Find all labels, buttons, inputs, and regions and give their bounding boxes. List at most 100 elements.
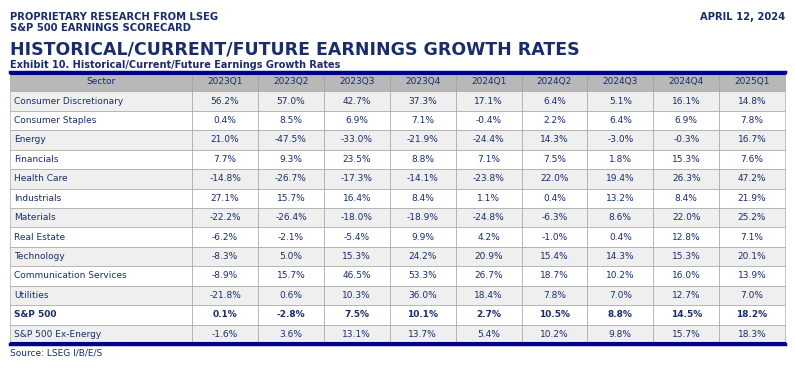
Text: 0.4%: 0.4%: [609, 233, 632, 242]
Bar: [719, 91, 785, 111]
Text: 7.0%: 7.0%: [741, 291, 763, 300]
Bar: [456, 305, 522, 324]
Bar: [192, 111, 258, 130]
Bar: [192, 286, 258, 305]
Text: 6.4%: 6.4%: [543, 97, 566, 106]
Text: 0.6%: 0.6%: [279, 291, 302, 300]
Bar: [192, 91, 258, 111]
Text: 14.8%: 14.8%: [738, 97, 766, 106]
Text: -22.2%: -22.2%: [209, 213, 241, 222]
Bar: [588, 305, 653, 324]
Bar: [522, 72, 588, 91]
Bar: [653, 286, 719, 305]
Bar: [324, 266, 390, 286]
Bar: [192, 208, 258, 228]
Text: 8.6%: 8.6%: [609, 213, 632, 222]
Bar: [719, 189, 785, 208]
Text: PROPRIETARY RESEARCH FROM LSEG: PROPRIETARY RESEARCH FROM LSEG: [10, 12, 218, 22]
Bar: [719, 130, 785, 150]
Text: 13.1%: 13.1%: [343, 330, 371, 339]
Bar: [192, 247, 258, 266]
Text: -2.8%: -2.8%: [277, 310, 305, 319]
Bar: [456, 247, 522, 266]
Bar: [390, 169, 456, 189]
Text: -14.8%: -14.8%: [209, 174, 241, 184]
Bar: [10, 111, 192, 130]
Bar: [10, 305, 192, 324]
Bar: [390, 228, 456, 247]
Bar: [719, 72, 785, 91]
Text: -0.4%: -0.4%: [475, 116, 502, 125]
Bar: [719, 228, 785, 247]
Text: -0.3%: -0.3%: [673, 135, 700, 145]
Text: -21.9%: -21.9%: [407, 135, 439, 145]
Bar: [10, 91, 192, 111]
Text: 14.3%: 14.3%: [606, 252, 634, 261]
Text: 15.3%: 15.3%: [672, 252, 700, 261]
Text: 1.1%: 1.1%: [477, 194, 500, 203]
Bar: [324, 130, 390, 150]
Text: Energy: Energy: [14, 135, 46, 145]
Text: -2.1%: -2.1%: [278, 233, 304, 242]
Bar: [324, 189, 390, 208]
Bar: [522, 324, 588, 344]
Bar: [10, 324, 192, 344]
Text: -1.6%: -1.6%: [212, 330, 238, 339]
Bar: [258, 266, 324, 286]
Bar: [522, 189, 588, 208]
Text: 13.9%: 13.9%: [738, 272, 766, 280]
Text: 2024Q1: 2024Q1: [471, 77, 506, 86]
Bar: [192, 150, 258, 169]
Text: HISTORICAL/CURRENT/FUTURE EARNINGS GROWTH RATES: HISTORICAL/CURRENT/FUTURE EARNINGS GROWT…: [10, 40, 580, 58]
Text: -33.0%: -33.0%: [341, 135, 373, 145]
Text: -8.9%: -8.9%: [212, 272, 238, 280]
Bar: [588, 247, 653, 266]
Bar: [258, 111, 324, 130]
Text: 5.4%: 5.4%: [477, 330, 500, 339]
Bar: [324, 228, 390, 247]
Bar: [588, 91, 653, 111]
Text: 2024Q2: 2024Q2: [537, 77, 572, 86]
Bar: [324, 286, 390, 305]
Bar: [258, 324, 324, 344]
Bar: [653, 305, 719, 324]
Text: 24.2%: 24.2%: [409, 252, 437, 261]
Text: -17.3%: -17.3%: [341, 174, 373, 184]
Text: -21.8%: -21.8%: [209, 291, 241, 300]
Bar: [719, 305, 785, 324]
Bar: [390, 150, 456, 169]
Bar: [390, 189, 456, 208]
Bar: [653, 169, 719, 189]
Text: 19.4%: 19.4%: [606, 174, 634, 184]
Bar: [588, 208, 653, 228]
Bar: [390, 130, 456, 150]
Bar: [719, 286, 785, 305]
Text: Health Care: Health Care: [14, 174, 68, 184]
Text: Materials: Materials: [14, 213, 56, 222]
Text: 16.4%: 16.4%: [343, 194, 371, 203]
Bar: [719, 208, 785, 228]
Text: 2023Q4: 2023Q4: [405, 77, 440, 86]
Text: Real Estate: Real Estate: [14, 233, 65, 242]
Text: 12.7%: 12.7%: [672, 291, 700, 300]
Text: 3.6%: 3.6%: [279, 330, 302, 339]
Bar: [258, 286, 324, 305]
Text: Consumer Staples: Consumer Staples: [14, 116, 96, 125]
Text: -18.9%: -18.9%: [407, 213, 439, 222]
Bar: [456, 111, 522, 130]
Bar: [653, 189, 719, 208]
Text: 2024Q4: 2024Q4: [669, 77, 704, 86]
Text: 7.5%: 7.5%: [344, 310, 370, 319]
Bar: [10, 189, 192, 208]
Text: 13.7%: 13.7%: [409, 330, 437, 339]
Text: 2.7%: 2.7%: [476, 310, 501, 319]
Text: 27.1%: 27.1%: [211, 194, 239, 203]
Bar: [192, 305, 258, 324]
Bar: [653, 208, 719, 228]
Text: 17.1%: 17.1%: [474, 97, 503, 106]
Text: 5.0%: 5.0%: [279, 252, 302, 261]
Bar: [258, 247, 324, 266]
Text: 7.8%: 7.8%: [741, 116, 763, 125]
Text: 10.2%: 10.2%: [606, 272, 634, 280]
Bar: [456, 150, 522, 169]
